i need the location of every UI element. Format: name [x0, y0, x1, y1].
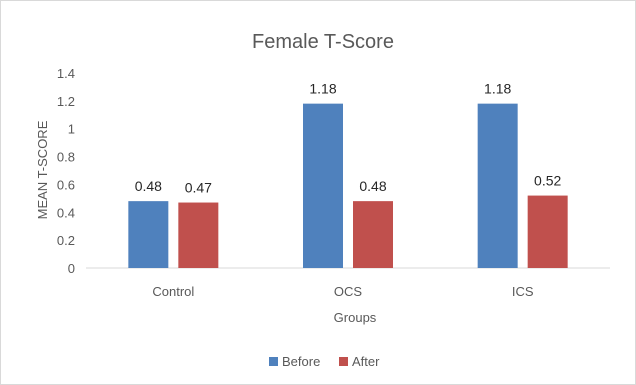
y-tick-labels: 0 0.2 0.4 0.6 0.8 1 1.2 1.4: [57, 66, 75, 276]
y-tick-label: 0.6: [57, 177, 75, 192]
y-axis-title: MEAN T-SCORE: [35, 120, 50, 219]
data-label: 1.18: [484, 81, 511, 97]
y-tick-label: 0.8: [57, 150, 75, 165]
data-label: 0.48: [135, 178, 162, 194]
y-tick-label: 1.2: [57, 94, 75, 109]
y-tick-label: 0.2: [57, 233, 75, 248]
legend-swatch-after: [339, 357, 348, 366]
legend: Before After: [269, 354, 380, 369]
data-label: 0.47: [185, 180, 212, 196]
category-label: OCS: [334, 284, 363, 299]
legend-swatch-before: [269, 357, 278, 366]
bar-after-ics: [527, 195, 568, 268]
data-label: 0.48: [359, 178, 386, 194]
chart-title: Female T-Score: [252, 31, 394, 53]
legend-label: After: [352, 354, 380, 369]
category-labels: Control OCS ICS: [152, 284, 533, 299]
y-tick-label: 1: [68, 122, 75, 137]
x-axis-title: Groups: [334, 310, 377, 325]
bar-before-ocs: [303, 103, 343, 269]
bar-after-control: [178, 202, 219, 268]
y-tick-label: 1.4: [57, 66, 75, 81]
y-tick-label: 0: [68, 261, 75, 276]
legend-label: Before: [282, 354, 320, 369]
bars: [128, 103, 568, 269]
category-label: ICS: [512, 284, 534, 299]
data-labels: 0.48 0.47 1.18 0.48 1.18 0.52: [135, 81, 562, 196]
bar-before-ics: [477, 103, 518, 269]
category-label: Control: [152, 284, 194, 299]
bar-after-ocs: [353, 201, 393, 268]
bar-before-control: [128, 201, 169, 268]
data-label: 1.18: [309, 81, 336, 97]
y-tick-label: 0.4: [57, 205, 75, 220]
data-label: 0.52: [534, 173, 561, 189]
